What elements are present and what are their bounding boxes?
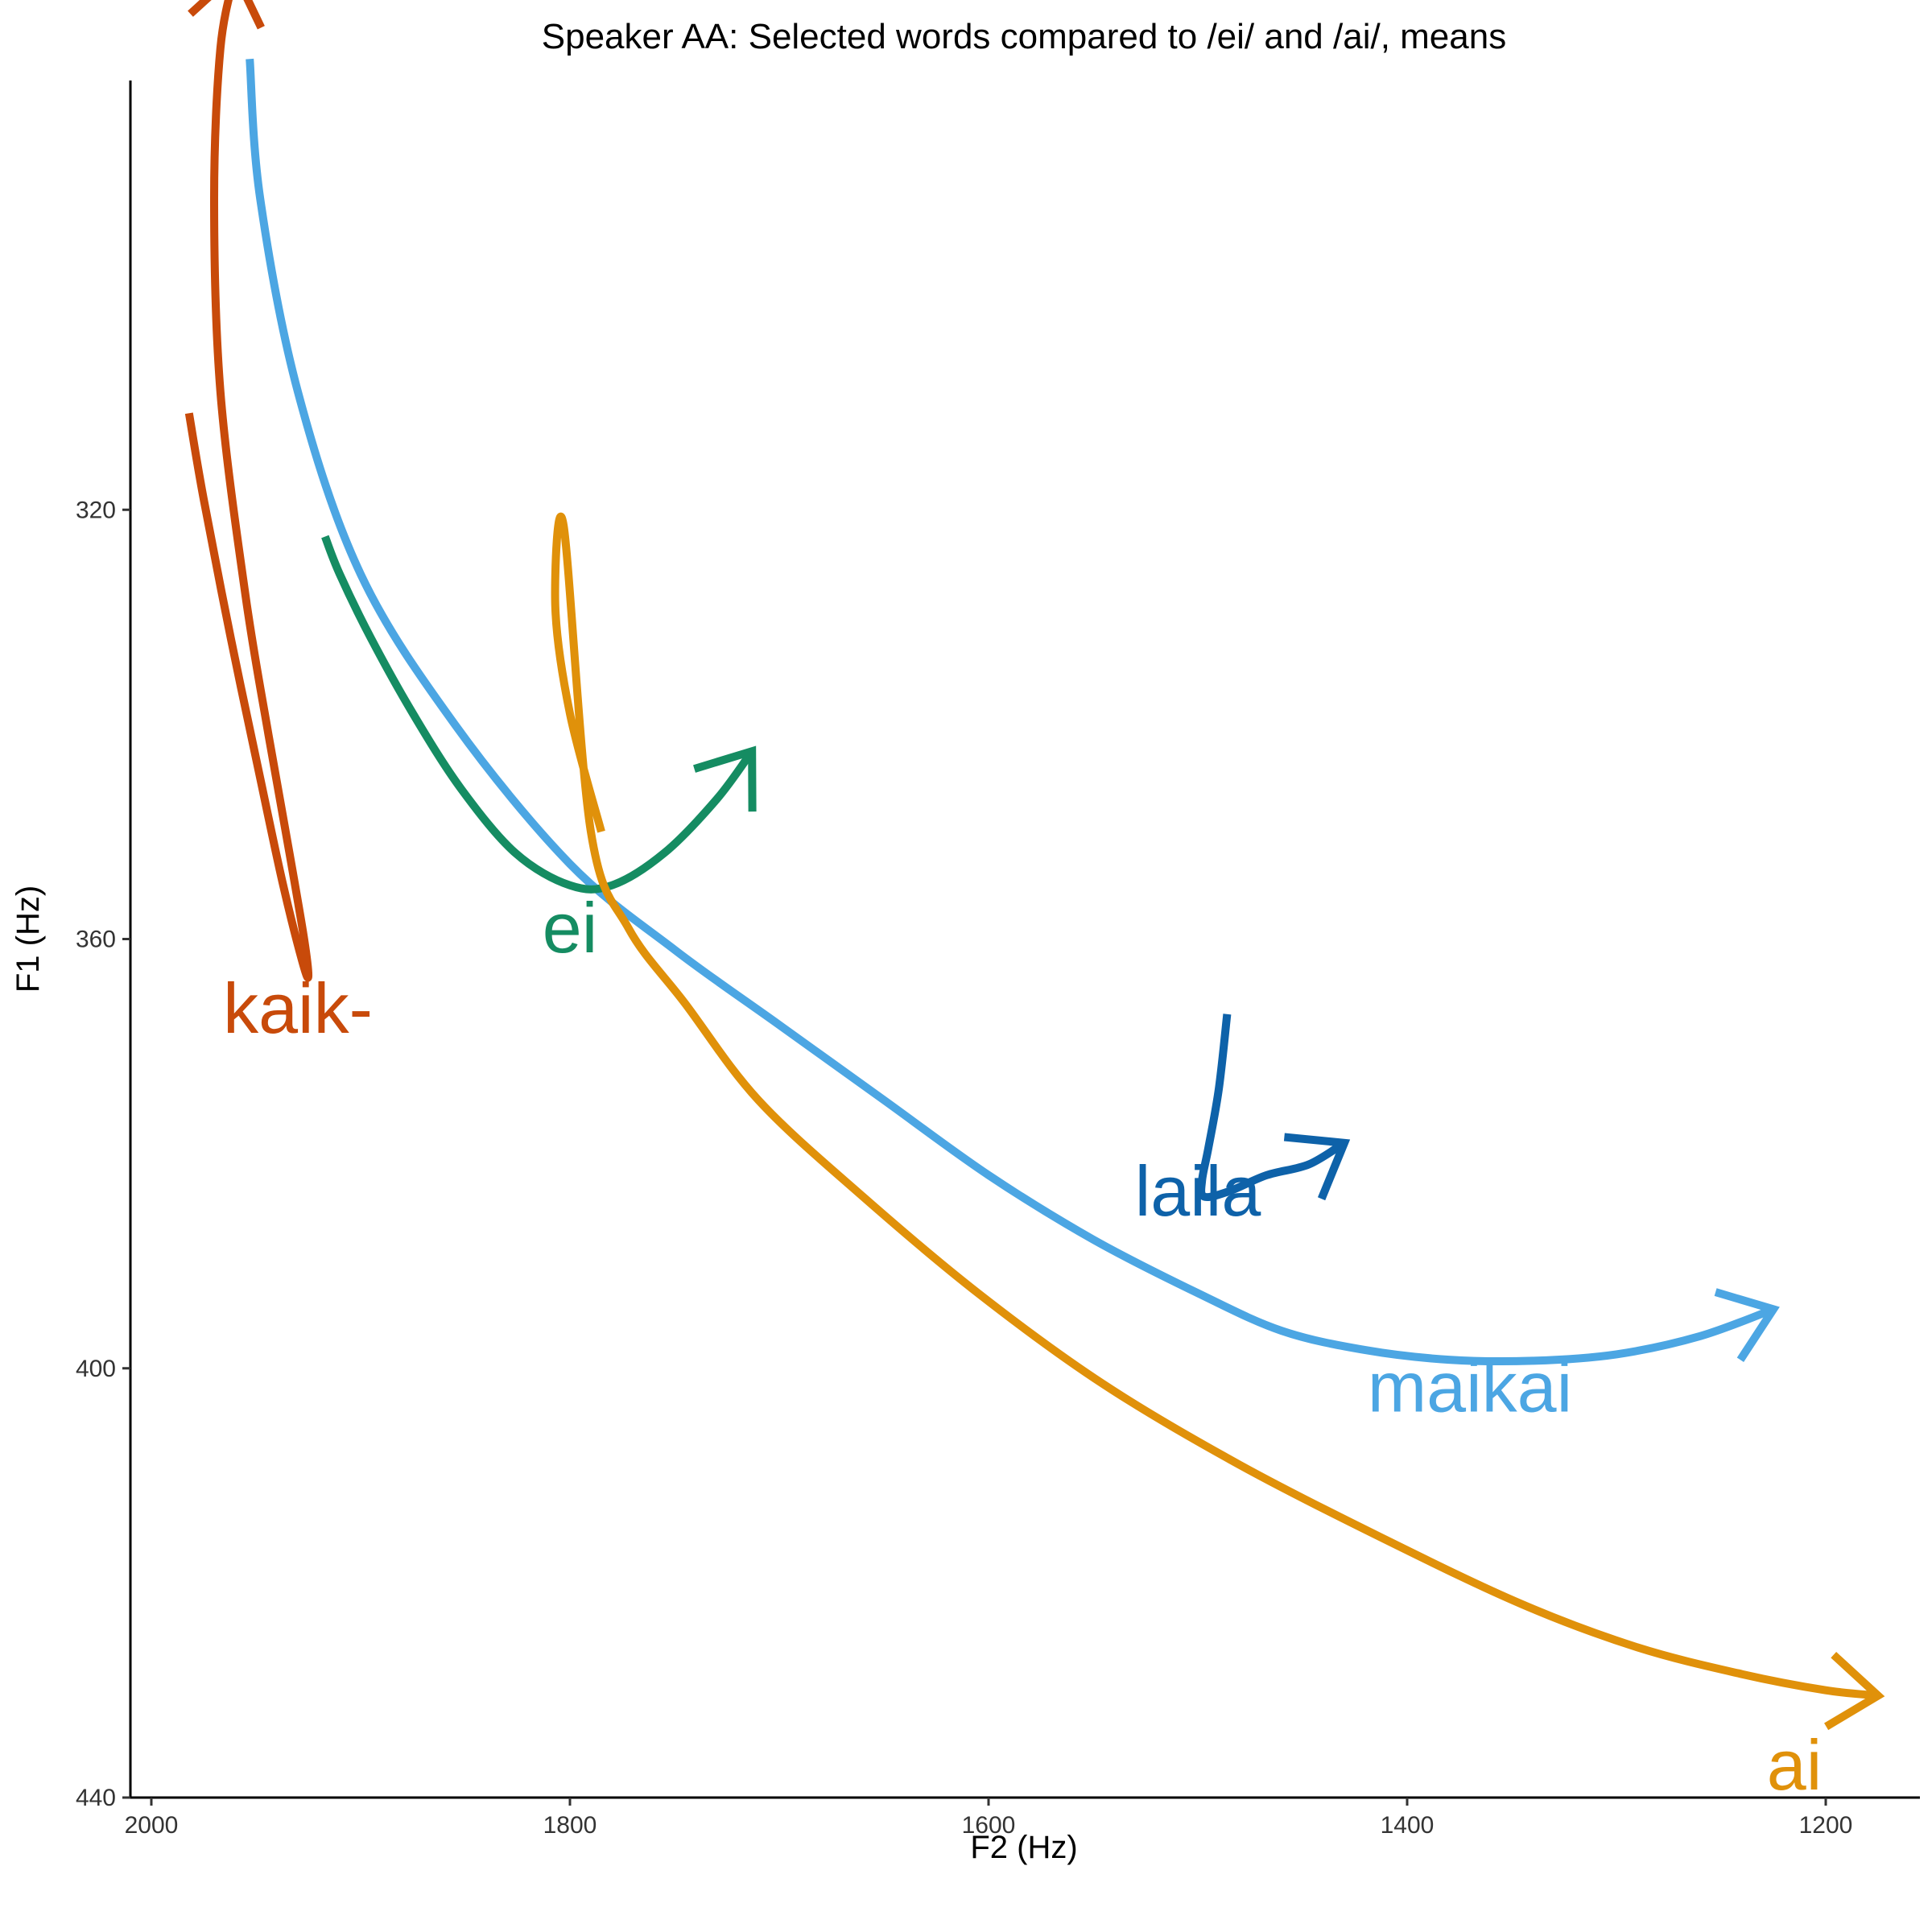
x-tick-label: 1600: [962, 1812, 1016, 1839]
series-label-ai: ai: [1767, 1725, 1823, 1805]
series-arrowhead-kaik: [188, 0, 265, 30]
series-arrowhead-ai: [1824, 1652, 1885, 1731]
series-arrowhead-maikai: [1714, 1288, 1780, 1362]
series-kaik: [184, 0, 313, 982]
series-laila: [1197, 1013, 1351, 1202]
chart-title: Speaker AA: Selected words compared to /…: [542, 17, 1506, 56]
y-axis: 320 360 400 440: [76, 80, 132, 1811]
series-maikai: [246, 58, 1780, 1366]
series-ei: [321, 535, 757, 894]
series-line-laila: [1197, 1013, 1347, 1202]
series-arrowhead-ei: [693, 745, 757, 812]
series-label-laila: laila: [1135, 1151, 1261, 1231]
series-ai: [551, 513, 1885, 1731]
y-axis-title: F1 (Hz): [10, 886, 46, 993]
x-tick-label: 1800: [543, 1812, 597, 1839]
series-labels: kaik-maikai ei ai laila: [223, 888, 1822, 1805]
series-line-kaik: [184, 0, 313, 982]
x-tick-label: 2000: [125, 1812, 179, 1839]
series-label-maikai: maikai: [1368, 1348, 1572, 1427]
y-tick-label: 320: [76, 497, 116, 523]
series-line-maikai: [246, 58, 1775, 1366]
y-tick-label: 440: [76, 1785, 116, 1811]
series-layer: [184, 0, 1885, 1731]
series-label-kaik: kaik-: [223, 968, 373, 1048]
x-tick-label: 1200: [1799, 1812, 1853, 1839]
series-line-ai: [551, 513, 1879, 1700]
x-axis: 2000 1800 1600 1400 1200: [125, 1796, 1920, 1839]
y-tick-label: 360: [76, 927, 116, 953]
series-label-ei: ei: [543, 888, 598, 968]
series-arrowhead-laila: [1283, 1133, 1351, 1201]
x-axis-title: F2 (Hz): [970, 1830, 1077, 1865]
series-line-ei: [321, 535, 756, 894]
x-tick-label: 1400: [1381, 1812, 1435, 1839]
y-tick-label: 400: [76, 1356, 116, 1382]
